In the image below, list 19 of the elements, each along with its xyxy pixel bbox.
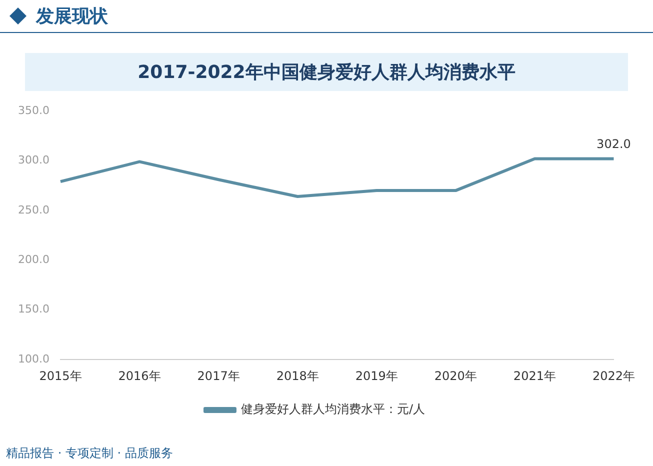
x-tick-label: 2019年: [355, 368, 398, 383]
x-tick-label: 2020年: [434, 368, 477, 383]
text: 精品报告 · 专项定制 · 品质服务: [6, 445, 173, 462]
x-tick-label: 2017年: [197, 368, 240, 383]
x-tick-label: 2022年: [592, 368, 636, 383]
x-tick-label: 2021年: [513, 368, 556, 383]
data-label: 302.0: [596, 136, 631, 151]
x-tick-label: 2015年: [39, 368, 82, 383]
legend-label: 健身爱好人群人均消费水平：元/人: [240, 402, 426, 416]
text: 发展现状: [36, 5, 108, 28]
y-tick-label: 200.0: [18, 253, 50, 266]
y-tick-label: 300.0: [18, 154, 50, 167]
chart-title: 2017-2022年中国健身爱好人群人均消费水平: [25, 53, 628, 91]
x-tick-label: 2018年: [276, 368, 319, 383]
y-tick-label: 250.0: [18, 203, 50, 216]
y-tick-label: 350.0: [18, 104, 50, 117]
x-tick-label: 2016年: [118, 368, 161, 383]
y-tick-label: 100.0: [18, 352, 50, 366]
y-tick-label: 150.0: [18, 302, 50, 316]
